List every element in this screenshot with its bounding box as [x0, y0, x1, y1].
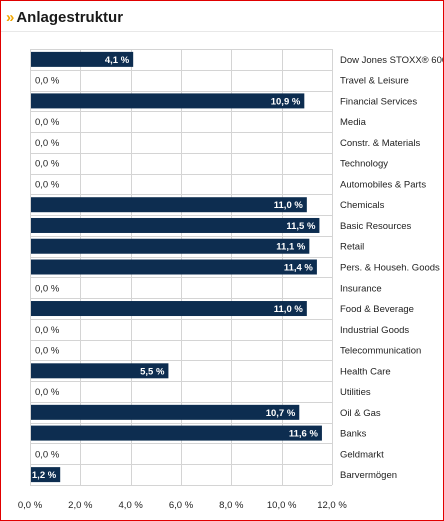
bar-8	[31, 217, 320, 233]
category-label-10: Pers. & Househ. Goods	[340, 263, 440, 274]
x-tick-label-2: 4,0 %	[119, 500, 144, 511]
bar-2	[31, 93, 305, 109]
category-label-1: Travel & Leisure	[340, 76, 409, 87]
bar-value-label-3: 0,0 %	[35, 117, 60, 128]
x-tick-label-4: 8,0 %	[219, 500, 244, 511]
category-label-0: Dow Jones STOXX® 600	[340, 55, 443, 66]
category-label-8: Basic Resources	[340, 221, 412, 232]
bar-value-label-11: 0,0 %	[35, 283, 60, 294]
bar-value-label-4: 0,0 %	[35, 138, 60, 149]
bar-value-label-5: 0,0 %	[35, 159, 60, 170]
category-label-20: Barvermögen	[340, 470, 397, 481]
bar-value-label-2: 10,9 %	[271, 96, 301, 107]
bar-value-label-17: 10,7 %	[266, 408, 296, 419]
bar-value-label-15: 5,5 %	[140, 366, 165, 377]
x-tick-label-6: 12,0 %	[317, 500, 347, 511]
category-label-9: Retail	[340, 242, 364, 253]
category-label-11: Insurance	[340, 283, 382, 294]
category-label-3: Media	[340, 117, 367, 128]
category-label-13: Industrial Goods	[340, 325, 409, 336]
category-label-14: Telecommunication	[340, 346, 421, 357]
bar-12	[31, 301, 307, 317]
category-label-18: Banks	[340, 429, 367, 440]
bar-0	[31, 51, 134, 67]
chart-title: Anlagestruktur	[16, 8, 124, 26]
bar-value-label-0: 4,1 %	[105, 55, 130, 66]
category-label-16: Utilities	[340, 387, 371, 398]
bar-value-label-20: 1,2 %	[32, 470, 57, 481]
bar-value-label-1: 0,0 %	[35, 76, 60, 87]
bar-value-label-6: 0,0 %	[35, 179, 60, 190]
bar-7	[31, 197, 307, 213]
bar-value-label-9: 11,1 %	[276, 242, 306, 253]
bar-value-label-7: 11,0 %	[274, 200, 304, 211]
bar-18	[31, 425, 322, 441]
bar-value-label-8: 11,5 %	[286, 221, 316, 232]
bar-15	[31, 363, 169, 379]
bar-value-label-19: 0,0 %	[35, 449, 60, 460]
header-chevron-icon: »	[6, 8, 15, 26]
bar-10	[31, 259, 317, 275]
x-tick-label-1: 2,0 %	[68, 500, 93, 511]
bar-20	[31, 467, 61, 483]
category-label-17: Oil & Gas	[340, 408, 381, 419]
bar-value-label-14: 0,0 %	[35, 346, 60, 357]
x-tick-label-3: 6,0 %	[169, 500, 194, 511]
category-label-7: Chemicals	[340, 200, 385, 211]
bar-value-label-12: 11,0 %	[274, 304, 304, 315]
bar-value-label-10: 11,4 %	[284, 263, 314, 274]
bar-9	[31, 238, 310, 254]
category-label-19: Geldmarkt	[340, 449, 384, 460]
category-label-4: Constr. & Materials	[340, 138, 420, 149]
bar-17	[31, 404, 300, 420]
header-divider	[1, 31, 443, 32]
bar-value-label-16: 0,0 %	[35, 387, 60, 398]
chart-header: » Anlagestruktur	[6, 7, 123, 27]
bar-value-label-13: 0,0 %	[35, 325, 60, 336]
bar-value-label-18: 11,6 %	[289, 429, 319, 440]
x-tick-label-5: 10,0 %	[267, 500, 297, 511]
category-label-12: Food & Beverage	[340, 304, 414, 315]
category-label-5: Technology	[340, 159, 388, 170]
category-label-15: Health Care	[340, 366, 391, 377]
category-label-6: Automobiles & Parts	[340, 179, 426, 190]
category-label-2: Financial Services	[340, 96, 417, 107]
x-tick-label-0: 0,0 %	[18, 500, 43, 511]
